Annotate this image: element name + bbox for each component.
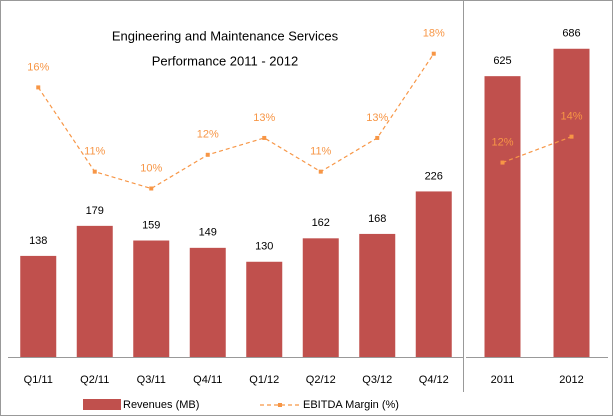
x-tick-label: 2011 xyxy=(491,374,515,386)
line-marker xyxy=(318,169,323,174)
line-value-label: 14% xyxy=(560,111,582,123)
line-marker xyxy=(205,152,210,157)
line-value-label: 11% xyxy=(84,146,105,158)
line-marker xyxy=(36,85,41,90)
bar-value-label: 686 xyxy=(562,28,580,40)
line-marker xyxy=(500,160,505,165)
bar-value-label: 138 xyxy=(29,235,47,247)
bar xyxy=(20,255,57,357)
line-marker xyxy=(262,135,267,140)
x-tick-label: Q1/11 xyxy=(24,374,53,386)
bar-value-label: 226 xyxy=(425,170,443,182)
line-marker xyxy=(92,169,97,174)
line-value-label: 16% xyxy=(27,61,49,73)
bar xyxy=(133,240,170,357)
bar xyxy=(484,76,521,358)
line xyxy=(502,136,572,164)
line-marker xyxy=(569,134,574,139)
bar xyxy=(415,191,452,357)
line-value-label: 13% xyxy=(253,112,275,124)
legend-swatch xyxy=(83,399,121,410)
bar-value-label: 625 xyxy=(493,55,511,67)
chart-subtitle: Performance 2011 - 2012 xyxy=(152,53,298,68)
line-marker xyxy=(431,51,436,56)
bar xyxy=(302,238,339,357)
x-tick-label: Q3/12 xyxy=(362,374,392,386)
line-value-label: 10% xyxy=(140,162,162,174)
bar xyxy=(553,48,590,358)
bar-value-label: 130 xyxy=(255,241,273,253)
legend-label: Revenues (MB) xyxy=(123,399,199,411)
line-marker xyxy=(149,186,154,191)
line-value-label: 18% xyxy=(423,28,445,40)
line-value-label: 13% xyxy=(366,112,388,124)
x-tick-label: Q4/11 xyxy=(193,374,222,386)
bar xyxy=(76,225,113,357)
line-value-label: 11% xyxy=(310,146,331,158)
bar-value-label: 179 xyxy=(86,205,104,217)
bar-value-label: 162 xyxy=(312,217,330,229)
line-marker xyxy=(375,135,380,140)
legend-marker xyxy=(278,403,282,407)
line-value-label: 12% xyxy=(491,136,513,148)
bar-value-label: 159 xyxy=(142,219,160,231)
x-tick-label: Q3/11 xyxy=(137,374,166,386)
chart-title: Engineering and Maintenance Services xyxy=(112,28,339,43)
line-value-label: 12% xyxy=(197,129,219,141)
x-tick-label: 2012 xyxy=(559,374,583,386)
bar xyxy=(359,233,396,357)
bar xyxy=(189,247,226,357)
line xyxy=(37,53,435,190)
bar xyxy=(246,261,283,357)
x-tick-label: Q2/12 xyxy=(306,374,336,386)
x-tick-label: Q1/12 xyxy=(249,374,279,386)
bar-value-label: 168 xyxy=(368,213,386,225)
x-tick-label: Q2/11 xyxy=(80,374,109,386)
legend-label: EBITDA Margin (%) xyxy=(303,399,399,411)
x-tick-label: Q4/12 xyxy=(419,374,449,386)
bar-value-label: 149 xyxy=(199,227,217,239)
